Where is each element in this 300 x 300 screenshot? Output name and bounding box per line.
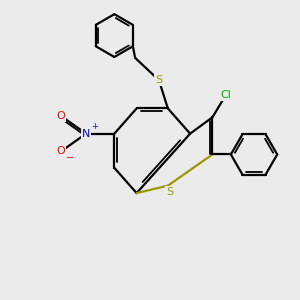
Text: +: + — [91, 122, 98, 131]
Text: Cl: Cl — [220, 90, 231, 100]
Text: N: N — [82, 129, 90, 139]
Text: S: S — [166, 187, 173, 197]
Text: O: O — [56, 146, 65, 157]
Text: −: − — [66, 153, 74, 163]
Text: O: O — [56, 111, 65, 121]
Text: S: S — [155, 75, 163, 85]
